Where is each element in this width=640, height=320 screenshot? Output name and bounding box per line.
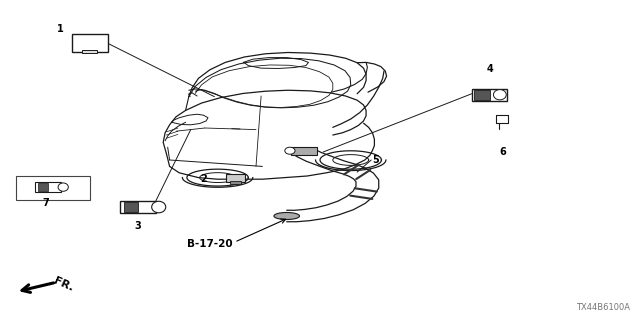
Bar (82, 50, 97, 53)
Text: B-17-20: B-17-20 (187, 239, 233, 249)
Ellipse shape (274, 212, 300, 220)
Bar (474, 90, 490, 100)
Bar (291, 147, 317, 155)
Bar (35, 182, 61, 192)
Bar (226, 174, 245, 182)
Bar (16, 176, 90, 200)
Text: 4: 4 (486, 64, 493, 74)
Text: 1: 1 (58, 24, 64, 34)
Text: FR.: FR. (52, 276, 76, 293)
Text: 3: 3 (134, 221, 141, 231)
Text: 7: 7 (43, 198, 49, 208)
Bar (38, 183, 48, 191)
Text: 2: 2 (200, 174, 207, 184)
Text: TX44B6100A: TX44B6100A (577, 303, 630, 312)
Bar (230, 181, 241, 184)
Bar (120, 201, 156, 213)
Ellipse shape (58, 183, 68, 191)
Text: 6: 6 (499, 147, 506, 157)
Ellipse shape (493, 90, 506, 100)
Bar (472, 89, 507, 101)
Text: 5: 5 (372, 155, 380, 165)
Ellipse shape (285, 147, 295, 154)
Ellipse shape (152, 201, 166, 213)
Bar (72, 34, 108, 52)
Bar (124, 202, 138, 212)
